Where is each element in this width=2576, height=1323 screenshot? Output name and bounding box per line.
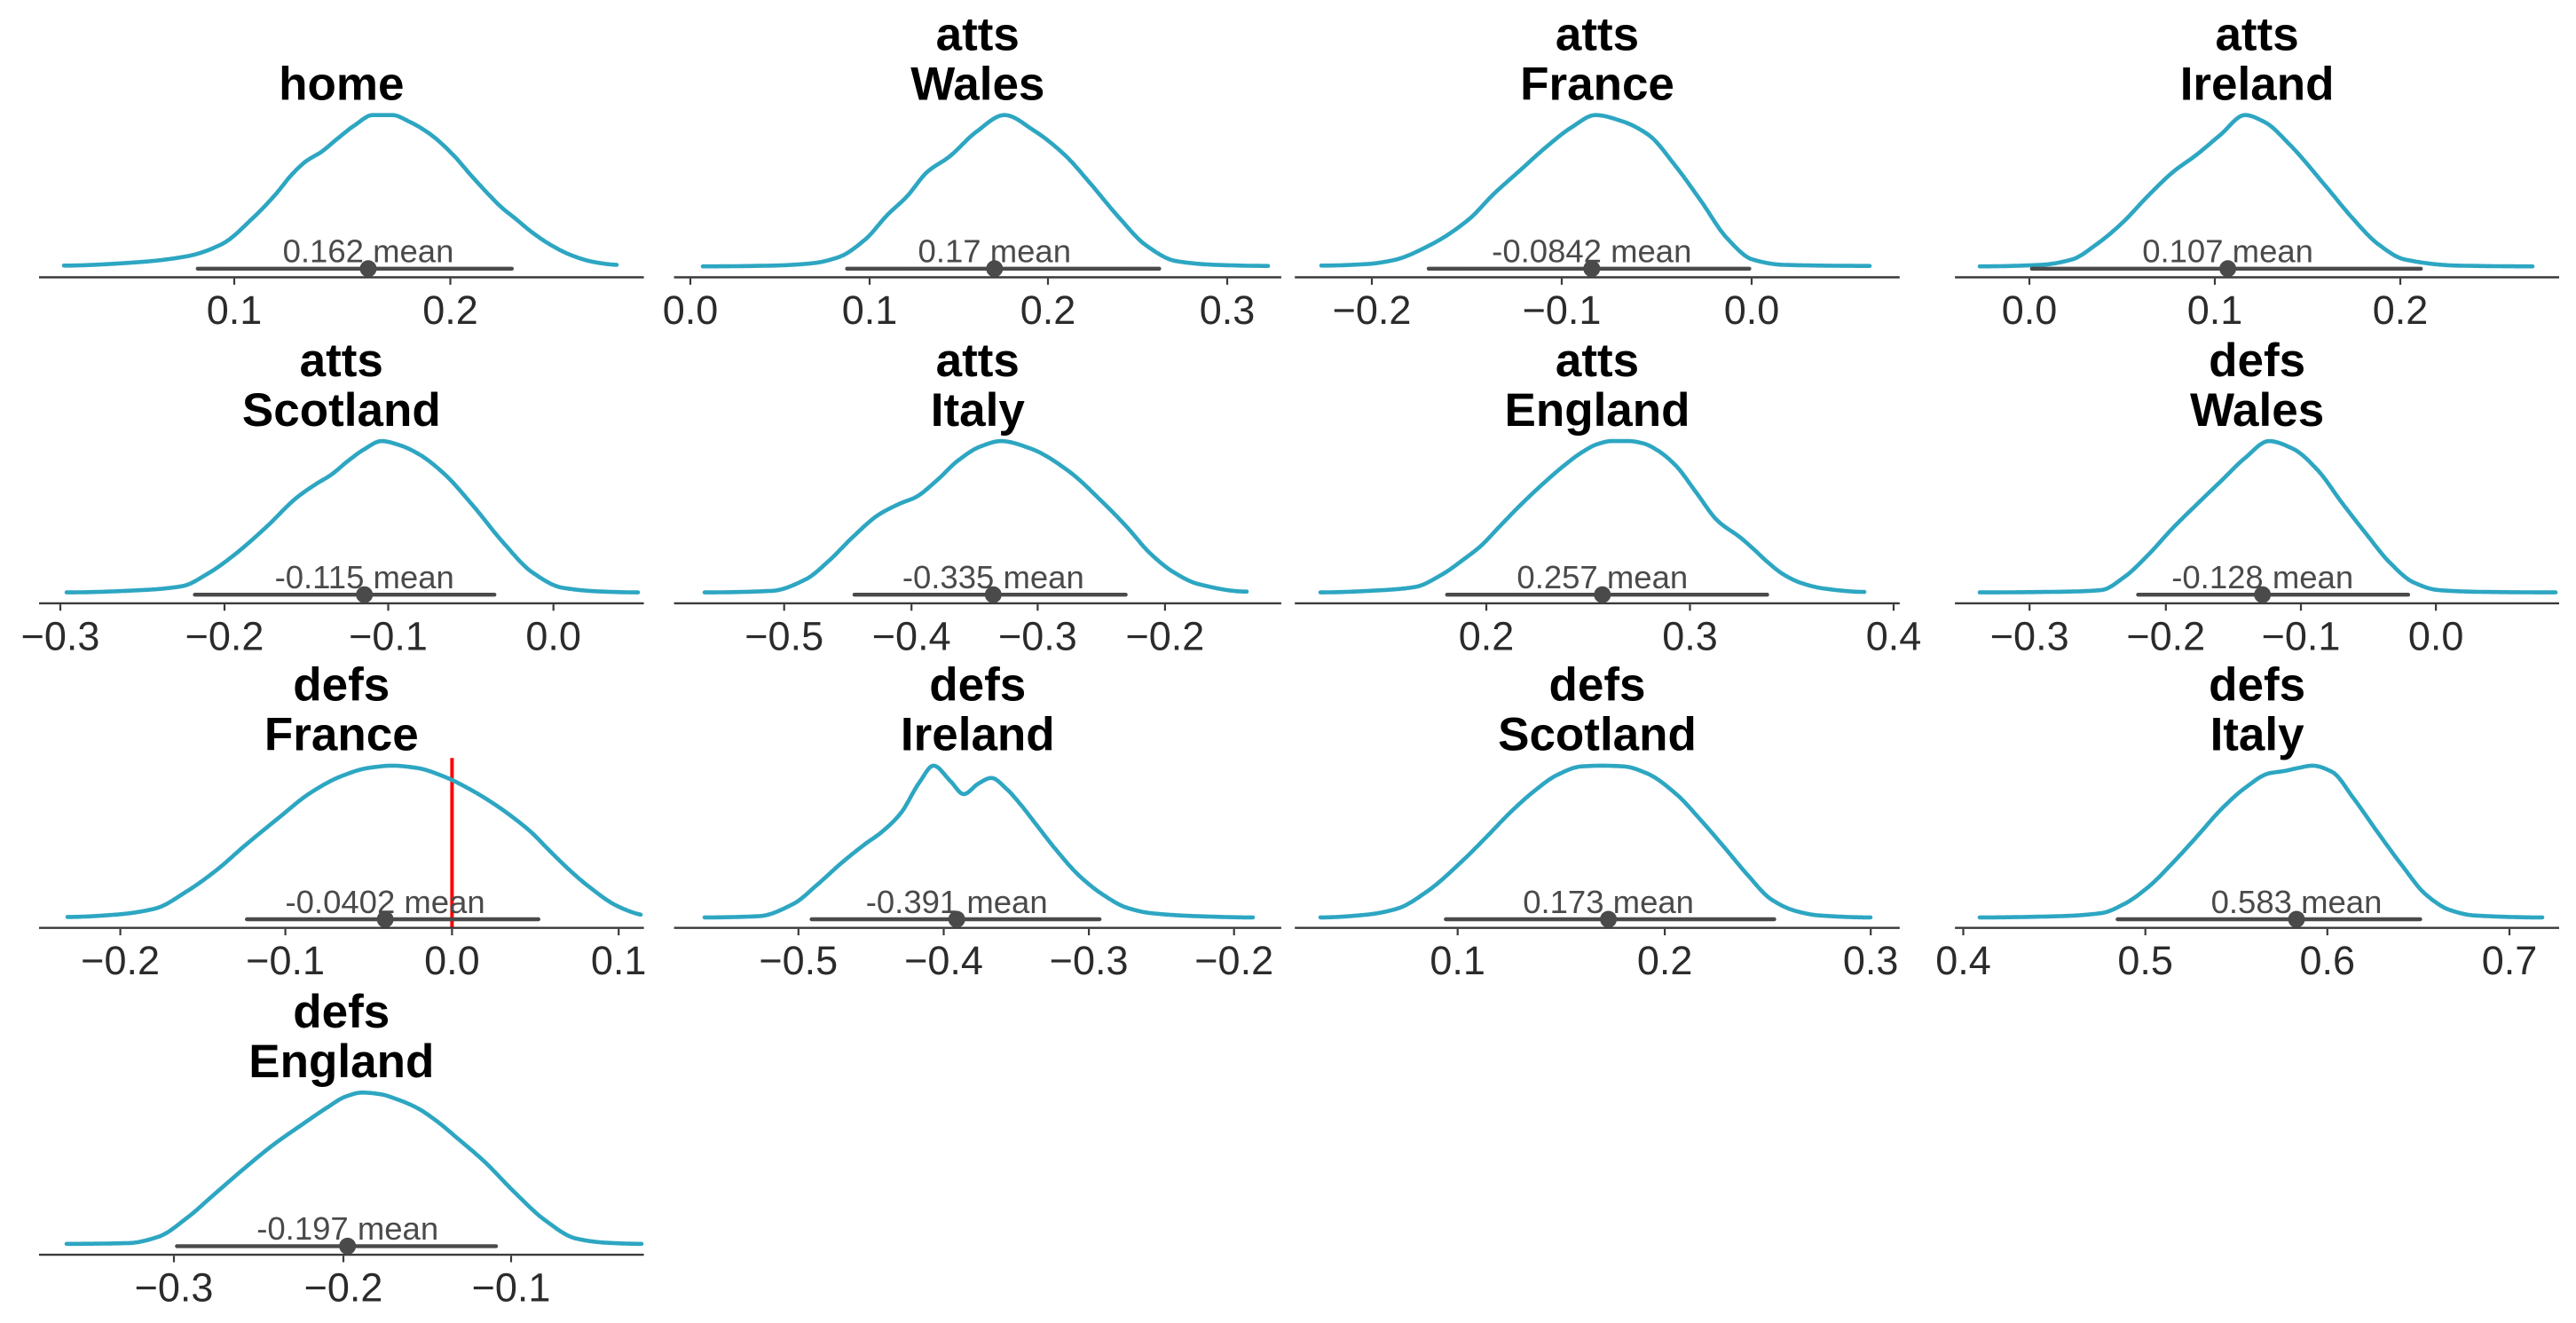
svg-text:0.1: 0.1 xyxy=(842,287,898,333)
svg-text:Scotland: Scotland xyxy=(1498,709,1697,761)
svg-text:England: England xyxy=(248,1036,434,1088)
svg-text:0.7: 0.7 xyxy=(2482,938,2538,983)
svg-text:−0.4: −0.4 xyxy=(872,613,951,658)
svg-text:France: France xyxy=(1520,59,1674,111)
svg-text:0.1: 0.1 xyxy=(207,287,263,333)
svg-text:home: home xyxy=(279,59,404,111)
svg-text:0.0: 0.0 xyxy=(2002,287,2058,333)
svg-text:−0.2: −0.2 xyxy=(81,938,160,983)
svg-text:Italy: Italy xyxy=(931,384,1026,437)
svg-text:0.107 mean: 0.107 mean xyxy=(2142,233,2313,270)
svg-text:−0.1: −0.1 xyxy=(246,938,325,983)
svg-text:−0.3: −0.3 xyxy=(1990,613,2069,658)
svg-text:atts: atts xyxy=(936,335,1020,387)
svg-text:defs: defs xyxy=(1549,659,1646,712)
svg-text:0.0: 0.0 xyxy=(663,287,719,333)
svg-text:−0.3: −0.3 xyxy=(21,613,100,658)
svg-text:−0.1: −0.1 xyxy=(1523,287,1602,333)
svg-text:0.5: 0.5 xyxy=(2117,938,2173,983)
svg-text:defs: defs xyxy=(293,986,390,1038)
svg-text:0.2: 0.2 xyxy=(422,287,478,333)
svg-text:−0.5: −0.5 xyxy=(744,613,823,658)
svg-text:defs: defs xyxy=(2209,335,2305,387)
svg-text:−0.3: −0.3 xyxy=(135,1265,214,1311)
svg-text:−0.1: −0.1 xyxy=(472,1265,551,1311)
svg-text:Italy: Italy xyxy=(2210,709,2305,761)
svg-text:−0.5: −0.5 xyxy=(759,938,838,983)
svg-text:0.4: 0.4 xyxy=(1935,938,1991,983)
svg-text:Ireland: Ireland xyxy=(901,709,1055,761)
svg-text:−0.3: −0.3 xyxy=(1050,938,1129,983)
svg-text:0.3: 0.3 xyxy=(1200,287,1256,333)
svg-text:−0.4: −0.4 xyxy=(904,938,983,983)
svg-text:defs: defs xyxy=(2209,659,2305,712)
svg-text:-0.391 mean: -0.391 mean xyxy=(866,884,1048,920)
svg-text:0.162 mean: 0.162 mean xyxy=(283,233,454,270)
svg-text:−0.1: −0.1 xyxy=(349,613,428,658)
svg-text:0.0: 0.0 xyxy=(525,613,581,658)
svg-text:0.583 mean: 0.583 mean xyxy=(2211,884,2383,920)
svg-text:0.1: 0.1 xyxy=(1430,938,1485,983)
svg-text:Wales: Wales xyxy=(2190,384,2324,437)
svg-text:0.2: 0.2 xyxy=(1637,938,1693,983)
svg-text:0.173 mean: 0.173 mean xyxy=(1523,884,1694,920)
svg-text:-0.0402 mean: -0.0402 mean xyxy=(285,884,484,920)
svg-text:-0.128 mean: -0.128 mean xyxy=(2171,559,2353,595)
svg-text:0.3: 0.3 xyxy=(1662,613,1718,658)
svg-text:Scotland: Scotland xyxy=(242,384,441,437)
svg-text:France: France xyxy=(264,709,419,761)
svg-text:-0.335 mean: -0.335 mean xyxy=(902,559,1084,595)
svg-text:0.0: 0.0 xyxy=(1724,287,1780,333)
svg-text:England: England xyxy=(1504,384,1690,437)
svg-text:0.257 mean: 0.257 mean xyxy=(1516,559,1688,595)
svg-text:0.2: 0.2 xyxy=(1020,287,1076,333)
svg-text:−0.2: −0.2 xyxy=(185,613,264,658)
svg-text:-0.115 mean: -0.115 mean xyxy=(275,559,454,595)
svg-text:0.2: 0.2 xyxy=(2373,287,2429,333)
svg-text:−0.1: −0.1 xyxy=(2262,613,2341,658)
svg-text:0.0: 0.0 xyxy=(2408,613,2464,658)
svg-text:−0.3: −0.3 xyxy=(998,613,1077,658)
svg-text:defs: defs xyxy=(929,659,1026,712)
svg-text:Ireland: Ireland xyxy=(2180,59,2335,111)
svg-text:atts: atts xyxy=(1556,335,1639,387)
svg-text:0.4: 0.4 xyxy=(1866,613,1922,658)
svg-text:atts: atts xyxy=(1556,9,1639,61)
svg-text:−0.2: −0.2 xyxy=(1333,287,1412,333)
svg-text:defs: defs xyxy=(293,659,390,712)
svg-text:0.17 mean: 0.17 mean xyxy=(918,233,1071,270)
svg-text:−0.2: −0.2 xyxy=(2126,613,2205,658)
svg-text:-0.197 mean: -0.197 mean xyxy=(256,1210,438,1247)
svg-text:0.2: 0.2 xyxy=(1459,613,1515,658)
svg-text:atts: atts xyxy=(2215,9,2298,61)
svg-text:0.6: 0.6 xyxy=(2300,938,2356,983)
svg-text:atts: atts xyxy=(936,9,1020,61)
svg-text:atts: atts xyxy=(300,335,383,387)
svg-text:Wales: Wales xyxy=(910,59,1044,111)
svg-text:-0.0842 mean: -0.0842 mean xyxy=(1492,233,1691,270)
svg-text:−0.2: −0.2 xyxy=(1194,938,1273,983)
svg-text:0.0: 0.0 xyxy=(424,938,480,983)
svg-text:−0.2: −0.2 xyxy=(1125,613,1204,658)
svg-text:0.3: 0.3 xyxy=(1843,938,1899,983)
svg-text:0.1: 0.1 xyxy=(2187,287,2243,333)
svg-text:0.1: 0.1 xyxy=(591,938,647,983)
svg-text:−0.2: −0.2 xyxy=(304,1265,383,1311)
